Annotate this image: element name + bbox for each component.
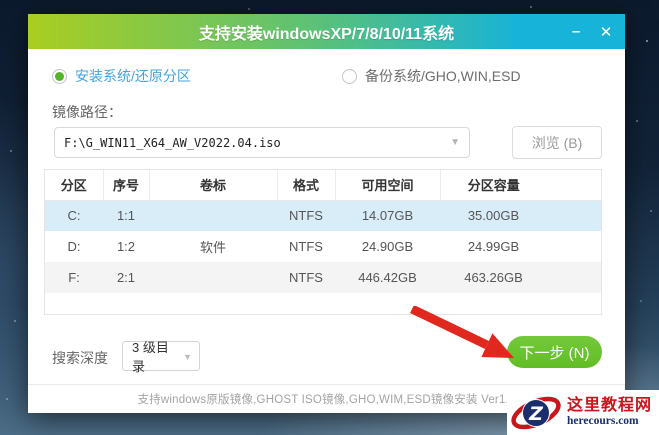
cell: 24.99GB [467,239,520,254]
window-title: 支持安装windowsXP/7/8/10/11系统 [198,25,455,43]
cell: C: [45,200,103,231]
cell: NTFS [277,200,335,231]
search-depth-value: 3 级目录 [132,340,169,374]
logo-site-domain: herecours.com [567,414,639,427]
footer-note: 支持windows原版镜像,GHOST ISO镜像,GHO,WIM,ESD镜像安… [28,384,625,413]
partition-table: 分区 序号 卷标 格式 可用空间 分区容量 C: 1:1 NTFS 14.07G… [44,169,602,315]
installer-window: 支持安装windowsXP/7/8/10/11系统 – ✕ 安装系统/还原分区 … [28,14,625,413]
browse-button[interactable]: 浏览 (B) [512,126,602,159]
cell: 14.07GB [335,200,440,231]
col-index: 序号 [103,170,150,201]
cell: 446.42GB [335,262,440,293]
chevron-down-icon: ▼ [183,352,192,362]
table-row-f[interactable]: F: 2:1 NTFS 446.42GB 463.26GB [45,262,601,293]
cell: NTFS [289,239,323,254]
cell: F: [45,262,103,293]
image-path-input[interactable]: F:\G_WIN11_X64_AW_V2022.04.iso ▼ [54,127,470,158]
cell: 35.00GB [440,200,601,231]
radio-backup-system[interactable]: 备份系统/GHO,WIN,ESD [342,66,521,86]
table-row-c[interactable]: C: 1:1 NTFS 14.07GB 35.00GB [45,200,601,231]
logo-letter: Z [528,403,544,425]
image-path-value: F:\G_WIN11_X64_AW_V2022.04.iso [64,135,281,150]
watermark-logo: Z 这里教程网 herecours.com [507,390,659,435]
col-format: 格式 [277,170,336,201]
table-row-d[interactable]: D: 1:2 软件 NTFS 24.90GB 24.99GB [45,231,601,262]
z-globe-icon: Z [511,396,561,429]
minimize-button[interactable]: – [571,23,581,40]
radio-install-label: 安装系统/还原分区 [75,68,191,84]
col-free-space: 可用空间 [335,170,441,201]
col-partition: 分区 [45,170,104,201]
cell [149,262,277,293]
cell: 2:1 [103,262,149,293]
titlebar: 支持安装windowsXP/7/8/10/11系统 – ✕ [28,14,625,49]
next-step-button[interactable]: 下一步 (N) [507,336,602,368]
search-depth-label: 搜索深度 [52,350,108,366]
col-capacity: 分区容量 [440,170,601,201]
chevron-down-icon[interactable]: ▼ [450,137,460,148]
cell: 1:1 [103,200,149,231]
cell [149,200,277,231]
cell: 24.90GB [361,239,414,254]
cell: D: [67,239,81,254]
col-volume-label: 卷标 [149,170,278,201]
search-depth-select[interactable]: 3 级目录 ▼ [122,340,200,374]
table-header-row: 分区 序号 卷标 格式 可用空间 分区容量 [45,170,601,201]
radio-unselected-icon [342,68,357,84]
cell: 1:2 [116,239,136,254]
radio-backup-label: 备份系统/GHO,WIN,ESD [365,68,521,84]
cell: 软件 [199,240,226,255]
logo-site-name: 这里教程网 [567,397,653,415]
radio-install-system[interactable]: 安装系统/还原分区 [52,66,191,86]
close-button[interactable]: ✕ [599,23,613,41]
image-path-label: 镜像路径： [52,104,122,120]
radio-selected-icon [52,68,67,84]
cell: NTFS [277,262,335,293]
cell: 463.26GB [440,262,601,293]
